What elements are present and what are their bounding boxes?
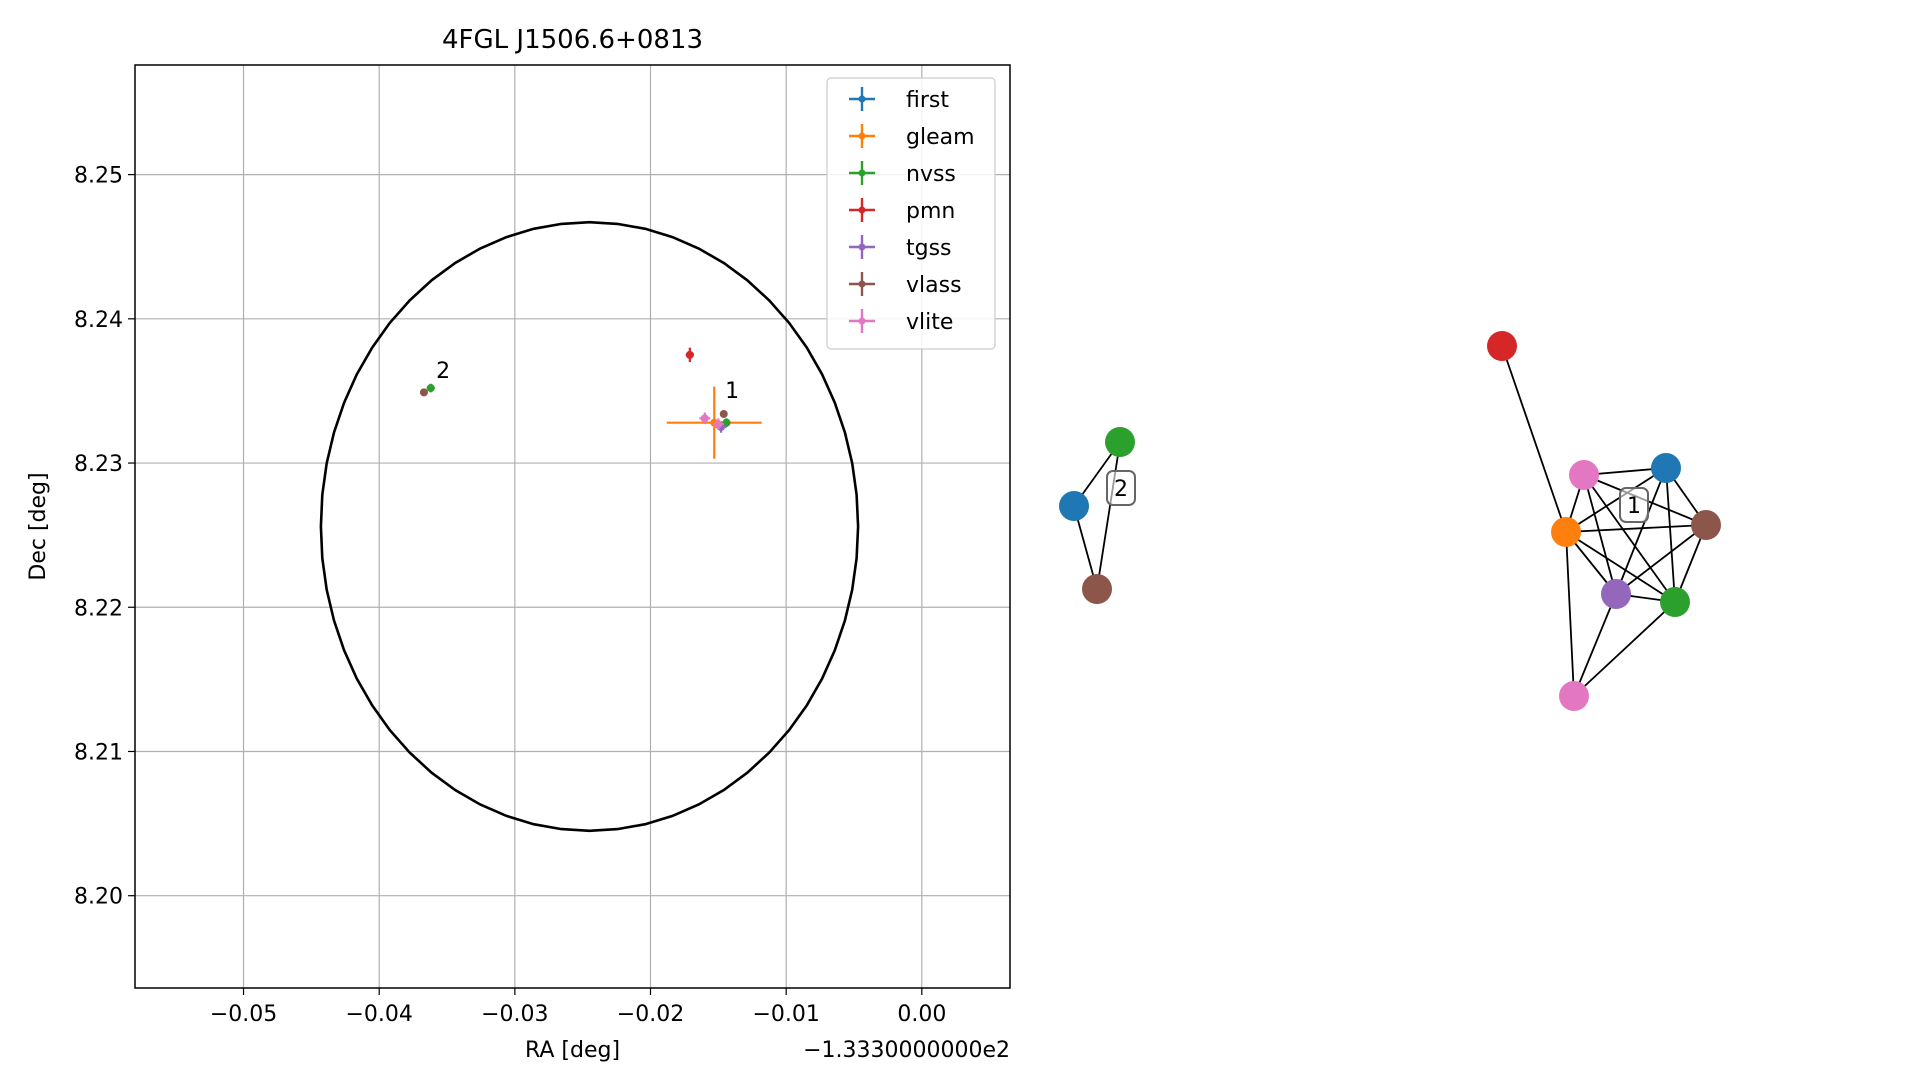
- network-edge: [1096, 441, 1121, 590]
- chart-title: 4FGL J1506.6+0813: [442, 25, 703, 55]
- network-edge: [1573, 593, 1617, 697]
- network-edge: [1583, 474, 1676, 603]
- legend-item-first: first: [849, 87, 949, 113]
- network-node-first: [1651, 453, 1681, 483]
- nodes-layer: [1059, 331, 1721, 711]
- x-offset-label: −1.3330000000e2: [803, 1038, 1010, 1063]
- legend-marker-dot: [858, 243, 866, 251]
- annotations-layer: 21: [436, 359, 739, 404]
- network-node-nvss: [1105, 427, 1135, 457]
- point-marker: [700, 414, 709, 423]
- point-gleam: [666, 386, 762, 459]
- network-edge: [1573, 601, 1676, 697]
- point-vlite: [699, 412, 711, 425]
- group-label-box: [1106, 470, 1136, 506]
- network-panel: 21: [1059, 331, 1721, 711]
- network-node-tgss: [1601, 579, 1631, 609]
- point-marker: [426, 384, 435, 393]
- legend-label: tgss: [906, 236, 952, 261]
- legend-item-gleam: gleam: [849, 124, 975, 150]
- legend-marker-dot: [858, 206, 866, 214]
- network-edge: [1565, 524, 1707, 533]
- point-marker: [685, 350, 694, 359]
- legend: first gleam nvss pmn tgss vlass vlite: [826, 77, 996, 350]
- point-vlass: [419, 388, 428, 397]
- legend-box: [826, 77, 996, 350]
- point-vlite: [712, 418, 724, 430]
- legend-marker-dot: [858, 280, 866, 288]
- network-edge: [1501, 345, 1567, 533]
- point-pmn: [685, 347, 694, 363]
- legend-label: gleam: [906, 125, 975, 150]
- network-node-gleam: [1551, 517, 1581, 547]
- x-tick-label: −0.03: [481, 1002, 548, 1027]
- point-nvss: [722, 418, 731, 427]
- plot-frame: [134, 64, 1011, 989]
- group-label: 1: [1627, 494, 1641, 519]
- network-edge: [1615, 524, 1707, 595]
- y-tick-label: 8.24: [74, 308, 123, 333]
- edges-layer: [1073, 345, 1707, 697]
- legend-item-nvss: nvss: [849, 161, 956, 187]
- point-nvss: [426, 383, 435, 393]
- legend-marker-dot: [858, 169, 866, 177]
- x-tick-label: −0.01: [752, 1002, 819, 1027]
- network-node-vlass: [1691, 510, 1721, 540]
- network-edge: [1565, 531, 1575, 697]
- network-node-vlite_b: [1559, 681, 1589, 711]
- network-node-pmn: [1487, 331, 1517, 361]
- x-tick-label: −0.02: [617, 1002, 684, 1027]
- points-layer: [419, 347, 762, 459]
- uncertainty-ellipse: [319, 220, 860, 833]
- network-node-vlass: [1082, 574, 1112, 604]
- network-edge: [1615, 467, 1667, 595]
- annotation-label: 2: [436, 359, 450, 384]
- y-tick-label: 8.22: [74, 596, 123, 621]
- ticks-layer: −0.05 −0.04 −0.03 −0.02 −0.01 0.00 8.20 8.21 8.2…: [74, 164, 946, 1027]
- network-edge: [1565, 467, 1667, 533]
- group-label: 2: [1114, 477, 1128, 502]
- y-tick-label: 8.23: [74, 452, 123, 477]
- network-node-nvss: [1660, 587, 1690, 617]
- point-marker: [722, 418, 731, 427]
- legend-marker-dot: [858, 132, 866, 140]
- network-edge: [1565, 531, 1676, 603]
- legend-label: pmn: [906, 199, 955, 224]
- legend-marker-dot: [858, 317, 866, 325]
- point-marker: [419, 388, 428, 397]
- legend-item-pmn: pmn: [849, 198, 955, 224]
- legend-marker-dot: [858, 95, 866, 103]
- x-tick-label: −0.04: [345, 1002, 412, 1027]
- network-node-vlite_a: [1569, 460, 1599, 490]
- legend-label: vlass: [906, 273, 962, 298]
- group-labels-layer: 21: [1106, 470, 1649, 523]
- legend-item-vlite: vlite: [849, 309, 953, 335]
- network-edge: [1583, 474, 1617, 595]
- legend-label: first: [906, 88, 949, 113]
- legend-label: nvss: [906, 162, 956, 187]
- legend-label: vlite: [906, 310, 953, 335]
- point-marker: [714, 420, 723, 429]
- y-axis-label: Dec [deg]: [26, 472, 51, 580]
- y-tick-label: 8.20: [74, 885, 123, 910]
- network-node-first: [1059, 491, 1089, 521]
- group-label-box: [1619, 487, 1649, 523]
- x-tick-label: 0.00: [897, 1002, 946, 1027]
- scatter-panel: 21 −0.05 −0.04 −0.03 −0.02 −0.01 0.008.208.21…: [26, 25, 1011, 1063]
- legend-item-tgss: tgss: [849, 235, 952, 261]
- annotation-label: 1: [725, 379, 739, 404]
- x-axis-label: RA [deg]: [525, 1038, 620, 1063]
- x-tick-label: −0.05: [210, 1002, 277, 1027]
- network-edge: [1665, 467, 1676, 603]
- point-marker: [719, 410, 728, 419]
- point-vlass: [719, 410, 728, 419]
- legend-item-vlass: vlass: [849, 272, 962, 298]
- uncertainty-ellipse-path: [319, 220, 860, 833]
- y-tick-label: 8.25: [74, 164, 123, 189]
- y-tick-label: 8.21: [74, 740, 123, 765]
